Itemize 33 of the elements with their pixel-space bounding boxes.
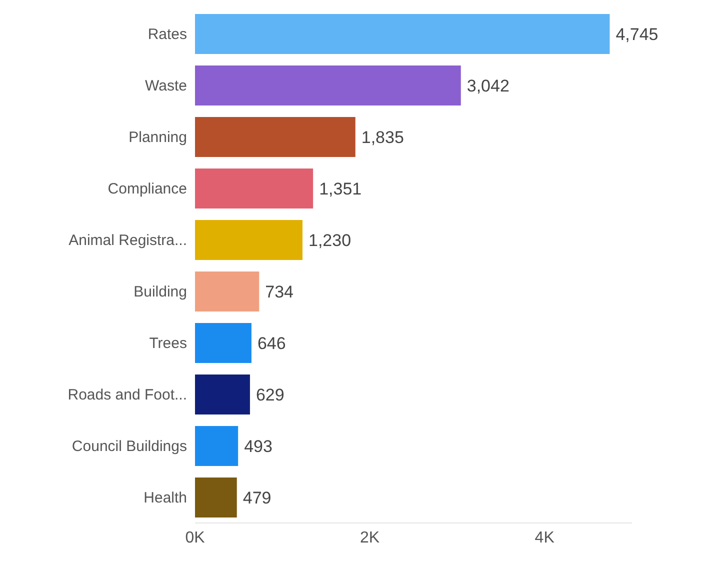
data-label: 1,230	[308, 231, 352, 250]
y-tick-label: Compliance	[108, 180, 187, 198]
y-tick-label: Council Buildings	[72, 438, 187, 456]
data-label: 734	[265, 282, 294, 302]
bar	[195, 323, 252, 363]
bar	[195, 478, 237, 518]
data-label: 479	[242, 488, 272, 508]
y-tick-label: Building	[134, 284, 187, 301]
y-tick-label: Trees	[149, 335, 187, 352]
bar	[195, 272, 260, 312]
x-tick-label: 0K	[185, 529, 206, 546]
y-tick-label: Rates	[148, 26, 187, 44]
x-tick-label: 4K	[534, 529, 555, 546]
y-tick-label: Waste	[145, 78, 187, 95]
data-label: 1,351	[319, 180, 362, 199]
data-label: 629	[256, 386, 284, 405]
data-label: 3,042	[466, 76, 510, 96]
bar	[195, 220, 302, 260]
data-label: 646	[257, 334, 286, 354]
data-label: 493	[244, 437, 272, 456]
y-tick-label: Health	[144, 490, 187, 507]
y-tick-label: Planning	[128, 129, 187, 146]
data-label: 1,835	[361, 128, 404, 148]
bar	[195, 14, 610, 54]
bar	[195, 66, 461, 106]
bar	[195, 426, 238, 466]
bar	[195, 117, 356, 157]
y-tick-label: Roads and Foot...	[68, 386, 187, 404]
bar	[195, 374, 250, 414]
data-label: 4,745	[616, 25, 658, 44]
x-tick-label: 2K	[360, 529, 380, 546]
bar	[195, 168, 314, 208]
y-tick-label: Animal Registra...	[68, 232, 187, 250]
